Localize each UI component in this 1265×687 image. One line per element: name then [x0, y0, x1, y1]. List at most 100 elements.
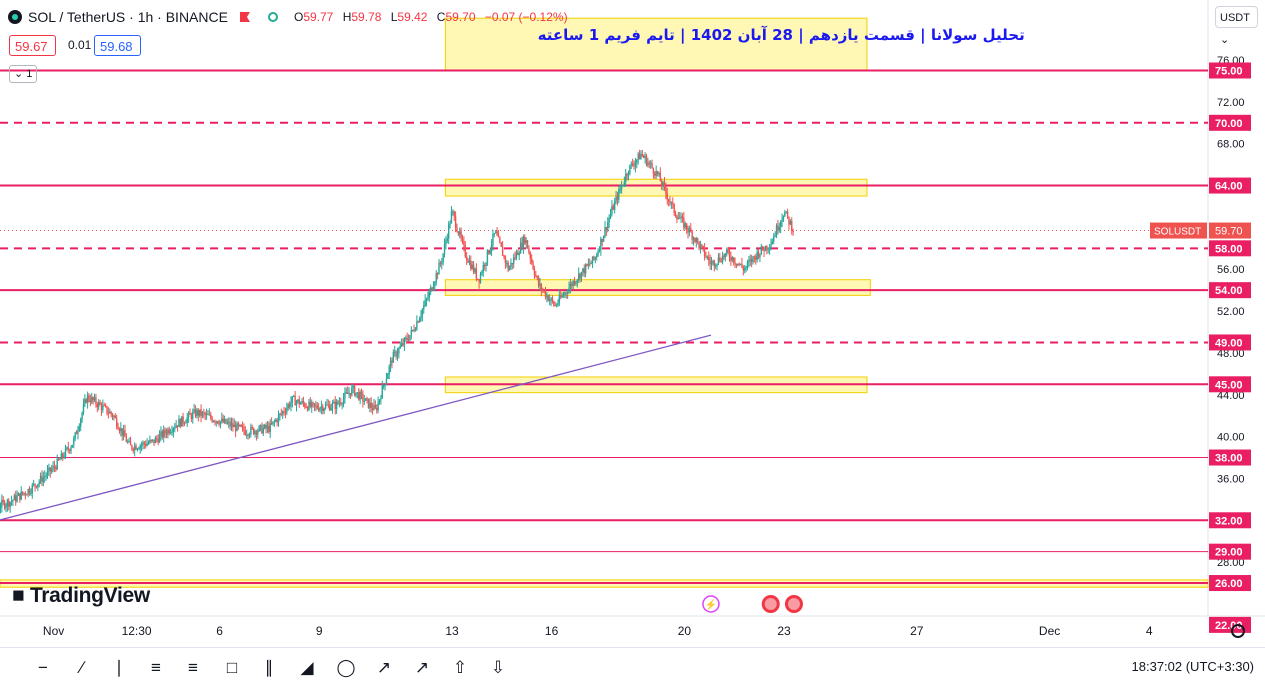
candle-body	[703, 247, 706, 257]
price-tick-56.00: 56.00	[1217, 264, 1245, 276]
candle-body	[634, 162, 637, 167]
candle-body	[322, 406, 324, 412]
clock-timezone[interactable]: 18:37:02 (UTC+3:30)	[1131, 659, 1254, 674]
flag-icon[interactable]	[239, 12, 250, 22]
candle-body	[470, 260, 472, 269]
candle-body	[717, 257, 720, 264]
indicators-toggle-button[interactable]: ⌄ 1	[9, 65, 38, 83]
candle-body	[661, 181, 663, 186]
candle-body	[16, 495, 18, 502]
candle-body	[122, 430, 125, 436]
candle-body	[530, 258, 533, 263]
solana-logo-icon	[8, 10, 22, 24]
pattern-icon[interactable]: ◢	[300, 658, 314, 677]
candle-body	[91, 397, 93, 403]
candle-body	[211, 418, 213, 422]
candle-body	[464, 245, 466, 257]
candle-body	[504, 256, 507, 264]
candle-body	[210, 414, 212, 419]
fib-icon[interactable]: ≡	[151, 658, 161, 677]
candle-body	[731, 257, 733, 261]
symbol-title[interactable]: SOL / TetherUS · 1h · BINANCE	[28, 9, 228, 25]
candle-body	[275, 419, 277, 422]
bid-price-button[interactable]: 59.67	[9, 35, 56, 56]
price-tick-36.00: 36.00	[1217, 473, 1245, 485]
candle-body	[283, 411, 285, 413]
arrow-up-icon[interactable]: ⇧	[452, 658, 468, 677]
candle-body	[57, 458, 60, 460]
ohlc-close-label: C	[436, 10, 446, 24]
candle-body	[38, 481, 40, 485]
candle-body	[676, 216, 678, 220]
candle-body	[483, 265, 486, 267]
candle-body	[560, 295, 562, 298]
chart-settings-icon[interactable]	[1231, 624, 1245, 638]
cursor-line-icon[interactable]: −	[38, 658, 48, 677]
candle-body	[620, 185, 623, 190]
circle-icon[interactable]: ◯	[336, 658, 356, 677]
candle-body	[255, 431, 258, 435]
candle-body	[44, 476, 46, 478]
candle-body	[37, 484, 39, 488]
candle-body	[326, 404, 328, 406]
candle-body	[764, 246, 767, 252]
candle-body	[488, 250, 490, 254]
candle-body	[785, 211, 787, 213]
drawing-toolbar: − ∕ ∣ ≡ ≡ □ ∥ ◢ ◯ ↗ ↗ ⇧ ⇩ 18:37:02 (UTC+…	[0, 647, 1265, 687]
candle-body	[396, 353, 399, 357]
candle-body	[465, 256, 468, 260]
event-bolt-glyph: ⚡	[705, 598, 717, 611]
candle-body	[334, 401, 336, 410]
ohlc-low-label: L	[390, 10, 398, 24]
candle-body	[394, 351, 396, 353]
candle-body	[656, 170, 659, 175]
candle-body	[12, 500, 14, 502]
candle-body	[178, 419, 180, 427]
candle-body	[362, 393, 364, 402]
candle-body	[605, 227, 608, 231]
candle-body	[452, 211, 454, 213]
candle-body	[557, 302, 559, 305]
candle-body	[607, 222, 609, 231]
candle-body	[261, 424, 263, 434]
arrow-icon[interactable]: ↗	[414, 658, 430, 677]
brush-icon[interactable]: ↗	[376, 658, 392, 677]
candle-body	[410, 329, 413, 336]
candle-body	[597, 251, 599, 256]
candle-body	[95, 397, 97, 405]
level-tag-bg-64.00	[1209, 177, 1251, 194]
candle-body	[147, 442, 150, 444]
parallel-channel-icon[interactable]: ≡	[188, 658, 198, 677]
candle-body	[702, 245, 704, 248]
candle-body	[407, 339, 410, 341]
rectangle-icon[interactable]: □	[226, 658, 238, 677]
currency-select[interactable]: USDT ⌄	[1215, 6, 1258, 46]
candle-body	[402, 343, 404, 346]
candle-body	[185, 422, 187, 424]
candle-body	[454, 216, 457, 228]
tradingview-logo-text: TradingView	[29, 584, 150, 607]
candle-body	[281, 411, 284, 414]
vertical-line-icon[interactable]: ∣	[114, 658, 124, 677]
long-short-icon[interactable]: ∥	[264, 658, 274, 677]
candle-body	[39, 475, 42, 482]
candle-body	[441, 262, 443, 264]
candle-body	[5, 505, 7, 509]
candle-body	[311, 402, 313, 407]
event-us-flag-inner	[764, 598, 777, 610]
candle-body	[381, 385, 383, 399]
candle-body	[414, 329, 417, 331]
candle-body	[680, 216, 682, 219]
trendline-icon[interactable]: ∕	[80, 658, 84, 677]
candle-body	[113, 416, 115, 418]
candle-body	[327, 404, 330, 406]
ask-price-button[interactable]: 59.68	[94, 35, 141, 56]
arrow-down-icon[interactable]: ⇩	[490, 658, 506, 677]
candle-body	[153, 439, 155, 444]
candle-body	[690, 228, 692, 232]
candle-body	[313, 403, 316, 406]
candle-body	[540, 284, 543, 291]
ohlc-change: −0.07 (−0.12%)	[484, 10, 568, 24]
candle-body	[778, 227, 780, 231]
